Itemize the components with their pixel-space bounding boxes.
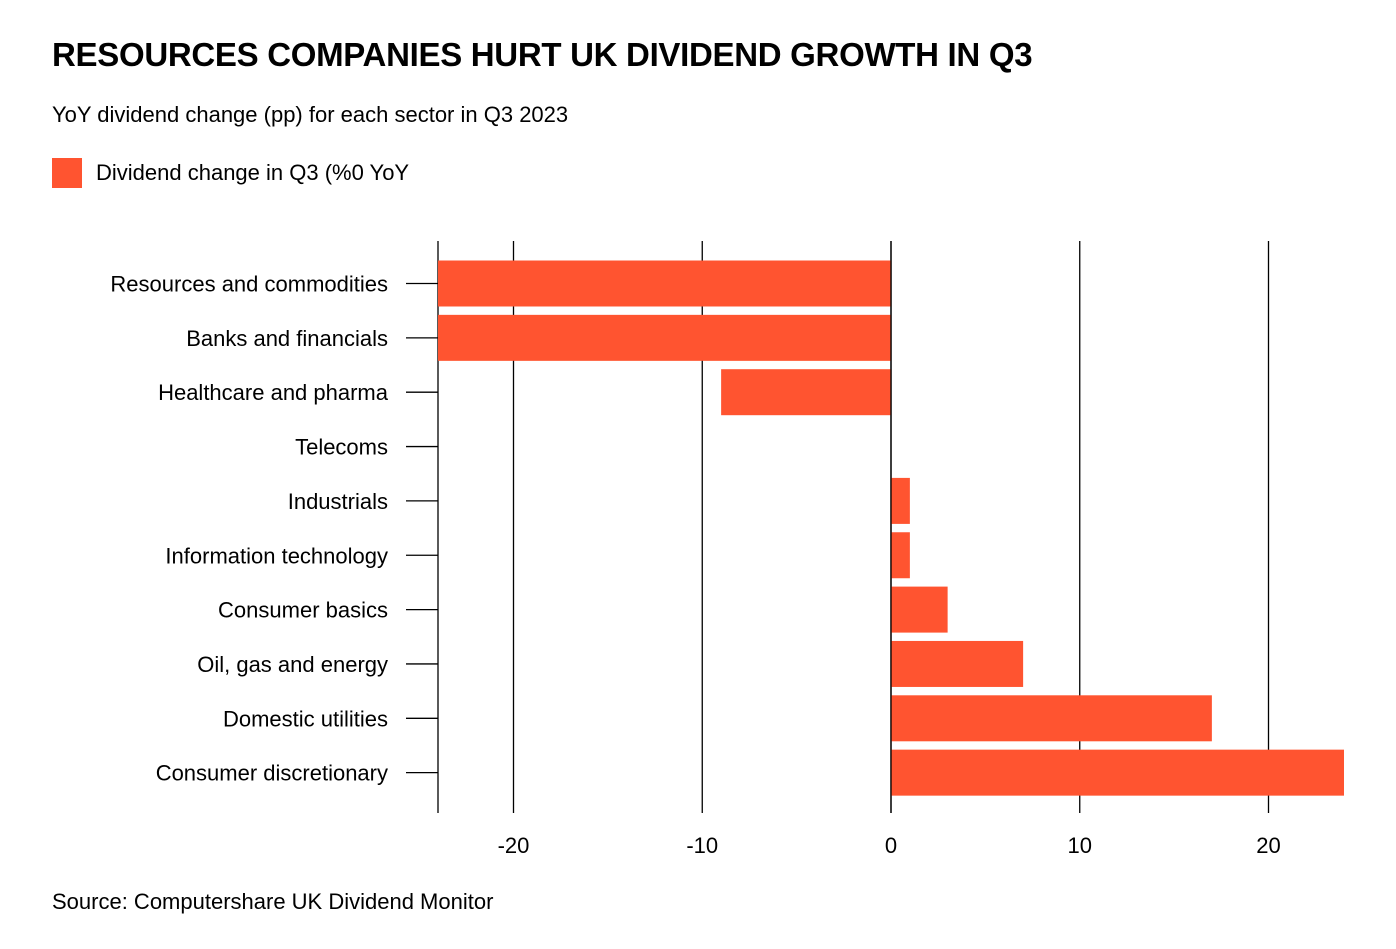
category-label: Consumer basics — [218, 598, 388, 623]
x-tick-label: 0 — [885, 833, 897, 858]
bar — [891, 532, 910, 579]
category-label: Domestic utilities — [223, 706, 388, 731]
x-tick-label: -10 — [686, 833, 718, 858]
bar-chart: -20 -10 0 10 20 Resources and commodities Bank… — [110, 241, 1344, 858]
legend-swatch — [52, 158, 82, 188]
x-tick-label: -20 — [498, 833, 530, 858]
category-label: Resources and commodities — [110, 272, 388, 297]
category-label: Oil, gas and energy — [197, 652, 388, 677]
bar — [891, 695, 1212, 742]
source-note: Source: Computershare UK Dividend Monito… — [52, 889, 494, 914]
category-label: Healthcare and pharma — [158, 380, 389, 405]
bar — [891, 749, 1344, 796]
chart-title: RESOURCES COMPANIES HURT UK DIVIDEND GRO… — [52, 36, 1033, 73]
legend: Dividend change in Q3 (%0 YoY — [52, 158, 409, 188]
category-label: Banks and financials — [186, 326, 388, 351]
bar — [891, 640, 1024, 687]
category-label: Industrials — [288, 489, 388, 514]
bar — [438, 260, 891, 307]
chart-subtitle: YoY dividend change (pp) for each sector… — [52, 102, 569, 127]
category-label: Telecoms — [295, 435, 388, 460]
bar — [891, 586, 948, 633]
bar — [721, 369, 891, 416]
x-tick-label: 10 — [1068, 833, 1092, 858]
category-label: Information technology — [165, 543, 388, 568]
x-tick-label: 20 — [1256, 833, 1280, 858]
legend-label: Dividend change in Q3 (%0 YoY — [96, 160, 410, 185]
bar — [438, 314, 891, 361]
bar — [891, 477, 910, 524]
category-label: Consumer discretionary — [156, 761, 388, 786]
